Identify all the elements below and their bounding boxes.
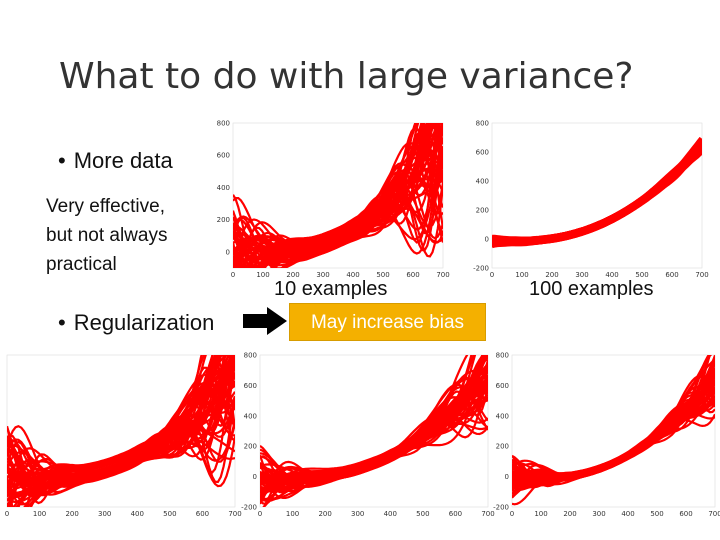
x-tick-label: 100: [256, 271, 269, 279]
more-data-note: Very effective, but not always practical: [46, 192, 206, 279]
fitted-curve: [246, 168, 443, 268]
x-tick-label: 700: [708, 510, 720, 518]
black-right-arrow-icon: [243, 307, 287, 335]
y-tick-label: 0: [485, 236, 489, 244]
fitted-curve: [7, 378, 235, 476]
fitted-curve: [7, 355, 223, 496]
fitted-curve: [260, 366, 488, 486]
note-line-2: but not always: [46, 225, 168, 246]
x-tick-label: 600: [679, 510, 692, 518]
fitted-curve: [260, 378, 488, 488]
slide-title: What to do with large variance?: [59, 56, 634, 97]
y-tick-label: -200: [493, 504, 509, 512]
fitted-curve: [233, 138, 443, 268]
x-tick-label: 400: [346, 271, 359, 279]
x-tick-label: 500: [163, 510, 176, 518]
y-tick-label: 0: [505, 473, 509, 481]
x-tick-label: 600: [196, 510, 209, 518]
bullet-dot: •: [58, 148, 66, 173]
x-tick-label: 500: [376, 271, 389, 279]
x-tick-label: 100: [534, 510, 547, 518]
y-tick-label: 800: [217, 120, 230, 128]
y-tick-label: 800: [244, 352, 257, 360]
caption-100-examples: 100 examples: [529, 278, 654, 300]
y-tick-label: 800: [476, 120, 489, 128]
x-tick-label: 600: [665, 271, 678, 279]
y-tick-label: 400: [217, 184, 230, 192]
fitted-curve: [492, 143, 702, 246]
x-tick-label: 500: [650, 510, 663, 518]
note-line-3: practical: [46, 254, 117, 275]
fitted-curve: [512, 378, 715, 478]
bullet-more-data: • More data: [58, 148, 173, 174]
bullet-regularization: • Regularization: [58, 310, 214, 336]
x-tick-label: 200: [286, 271, 299, 279]
y-tick-label: 600: [496, 382, 509, 390]
x-tick-label: 400: [605, 271, 618, 279]
y-tick-label: 400: [496, 412, 509, 420]
x-tick-label: 600: [449, 510, 462, 518]
bullet-regularization-label: Regularization: [73, 310, 215, 335]
x-tick-label: 500: [635, 271, 648, 279]
bullet-dot: •: [58, 310, 66, 335]
x-tick-label: 0: [510, 510, 514, 518]
x-tick-label: 700: [695, 271, 708, 279]
caption-10-examples: 10 examples: [274, 278, 388, 300]
y-tick-label: 0: [226, 248, 230, 256]
fitted-curve: [7, 355, 235, 505]
fitted-curve: [7, 355, 235, 507]
y-tick-label: 0: [253, 473, 257, 481]
fitted-curve: [7, 376, 235, 486]
note-line-1: Very effective,: [46, 196, 165, 217]
y-tick-label: 400: [476, 178, 489, 186]
y-tick-label: 600: [217, 152, 230, 160]
fitted-curve: [233, 123, 443, 265]
x-tick-label: 200: [318, 510, 331, 518]
y-tick-label: -200: [241, 504, 257, 512]
x-tick-label: 400: [131, 510, 144, 518]
x-tick-label: 500: [416, 510, 429, 518]
x-tick-label: 300: [98, 510, 111, 518]
y-tick-label: 600: [476, 149, 489, 157]
x-tick-label: 700: [481, 510, 494, 518]
x-tick-label: 100: [33, 510, 46, 518]
x-tick-label: 300: [592, 510, 605, 518]
x-tick-label: 0: [231, 271, 235, 279]
fitted-curve: [260, 369, 488, 483]
y-tick-label: 200: [244, 443, 257, 451]
x-tick-label: 100: [515, 271, 528, 279]
x-tick-label: 200: [563, 510, 576, 518]
x-tick-label: 400: [621, 510, 634, 518]
y-tick-label: 400: [244, 412, 257, 420]
x-tick-label: 600: [406, 271, 419, 279]
x-tick-label: 300: [575, 271, 588, 279]
y-tick-label: 200: [476, 207, 489, 215]
y-tick-label: 800: [496, 352, 509, 360]
bullet-more-data-label: More data: [73, 148, 173, 173]
x-tick-label: 700: [228, 510, 241, 518]
fitted-curve: [233, 136, 443, 253]
x-tick-label: 0: [490, 271, 494, 279]
fitted-curve: [7, 355, 214, 489]
x-tick-label: 0: [258, 510, 262, 518]
x-tick-label: 200: [65, 510, 78, 518]
may-increase-bias-badge: May increase bias: [289, 303, 486, 341]
y-tick-label: -200: [473, 265, 489, 273]
x-tick-label: 0: [5, 510, 9, 518]
x-tick-label: 300: [351, 510, 364, 518]
x-tick-label: 300: [316, 271, 329, 279]
fitted-curve: [245, 123, 435, 268]
y-tick-label: 200: [217, 216, 230, 224]
x-tick-label: 100: [286, 510, 299, 518]
x-tick-label: 200: [545, 271, 558, 279]
x-tick-label: 400: [384, 510, 397, 518]
y-tick-label: 200: [496, 443, 509, 451]
x-tick-label: 700: [436, 271, 449, 279]
y-tick-label: 600: [244, 382, 257, 390]
